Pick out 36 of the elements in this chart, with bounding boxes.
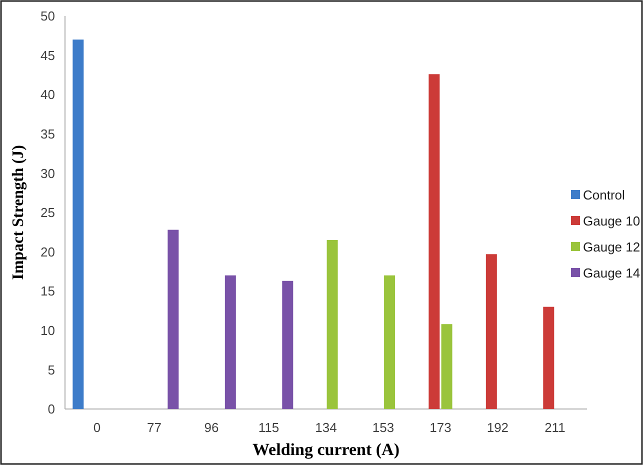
y-tick-label: 35 [40, 126, 55, 142]
legend-label: Control [583, 188, 626, 203]
bar [326, 240, 338, 409]
x-tick-label: 153 [372, 420, 394, 435]
y-tick-label: 40 [40, 87, 55, 102]
y-tick-label: 30 [40, 166, 55, 181]
bar [384, 275, 396, 409]
bar [224, 275, 236, 409]
bar [543, 306, 554, 409]
bar [441, 324, 452, 409]
y-tick-label: 25 [40, 205, 55, 220]
y-tick-label: 0 [48, 402, 55, 417]
x-tick-label: 0 [93, 420, 101, 435]
bar [168, 230, 179, 409]
y-axis-title: Impact Strength (J) [10, 145, 27, 280]
legend-label: Gauge 12 [583, 240, 640, 255]
y-tick-label: 15 [40, 284, 55, 299]
y-tick-label: 5 [48, 362, 55, 378]
x-axis-title: Welding current (A) [252, 440, 400, 459]
y-tick-label: 50 [40, 8, 55, 24]
y-tick-label: 20 [40, 244, 55, 260]
y-tick-label: 45 [40, 48, 55, 63]
x-tick-label: 192 [486, 420, 509, 435]
x-tick-label: 134 [315, 420, 337, 435]
x-tick-label: 96 [204, 420, 219, 435]
x-tick-label: 115 [258, 420, 280, 435]
x-tick-label: 211 [544, 420, 566, 435]
bar [428, 74, 440, 409]
legend-label: Gauge 10 [583, 214, 640, 229]
x-tick-label: 173 [430, 420, 452, 435]
bar [282, 280, 294, 409]
bar [486, 254, 497, 409]
legend-label: Gauge 14 [583, 266, 640, 281]
x-tick-label: 77 [147, 420, 162, 435]
y-tick-label: 10 [40, 322, 55, 338]
bar [72, 40, 84, 409]
